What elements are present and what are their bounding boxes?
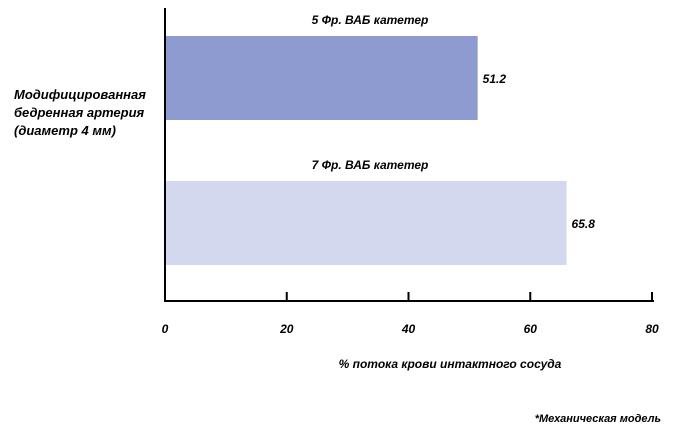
bar (166, 36, 478, 120)
bar-series-label: 7 Фр. ВАБ катетер (312, 158, 429, 172)
footnote: *Механическая модель (534, 413, 661, 425)
bar-value-label: 65.8 (572, 217, 596, 231)
x-axis-title: % потока крови интактного сосуда (339, 357, 562, 371)
x-tick-label: 40 (401, 322, 416, 336)
x-tick-label: 80 (645, 322, 659, 336)
bar-value-label: 51.2 (483, 72, 507, 86)
x-tick-label: 60 (524, 322, 538, 336)
x-tick-label: 0 (162, 322, 169, 336)
x-tick-label: 20 (279, 322, 294, 336)
category-label: Модифицированная бедренная артерия (диам… (14, 87, 146, 138)
bar-series-label: 5 Фр. ВАБ катетер (312, 13, 429, 27)
bar (166, 181, 567, 265)
